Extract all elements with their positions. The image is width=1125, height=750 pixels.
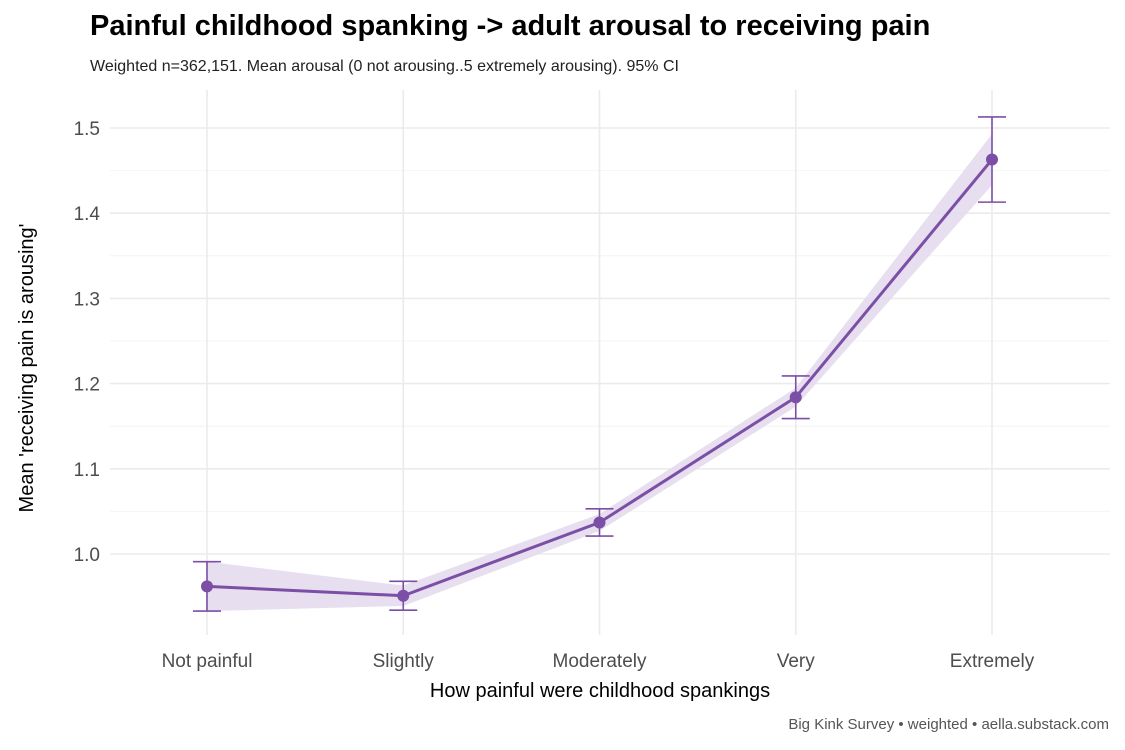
x-tick-label: Not painful — [162, 651, 253, 672]
y-tick-label: 1.4 — [74, 204, 101, 225]
y-tick-label: 1.1 — [74, 460, 100, 481]
y-tick-label: 1.0 — [74, 545, 100, 566]
data-point — [986, 153, 998, 166]
grid-lines — [110, 90, 1110, 635]
y-tick-label: 1.2 — [74, 375, 100, 396]
x-tick-label: Slightly — [373, 651, 435, 672]
y-tick-label: 1.5 — [74, 119, 100, 140]
x-tick-label: Extremely — [950, 651, 1035, 672]
y-axis-title: Mean 'receiving pain is arousing' — [16, 224, 38, 513]
x-tick-label: Moderately — [553, 651, 647, 672]
x-axis-title: How painful were childhood spankings — [430, 680, 770, 702]
data-point — [789, 391, 802, 404]
x-tick-labels: Not painful Slightly Moderately Very Extreme… — [162, 651, 1035, 672]
x-tick-label: Very — [777, 651, 816, 672]
mean-points — [201, 153, 998, 602]
y-tick-labels: 1.0 1.1 1.2 1.3 1.4 1.5 — [74, 119, 101, 566]
data-point — [201, 580, 213, 593]
y-tick-label: 1.3 — [74, 289, 100, 310]
chart-title: Painful childhood spanking -> adult arou… — [90, 10, 931, 42]
data-point — [397, 589, 410, 602]
chart-caption: Big Kink Survey • weighted • aella.subst… — [788, 716, 1109, 733]
chart-subtitle: Weighted n=362,151. Mean arousal (0 not … — [90, 58, 679, 75]
data-point — [593, 516, 606, 529]
